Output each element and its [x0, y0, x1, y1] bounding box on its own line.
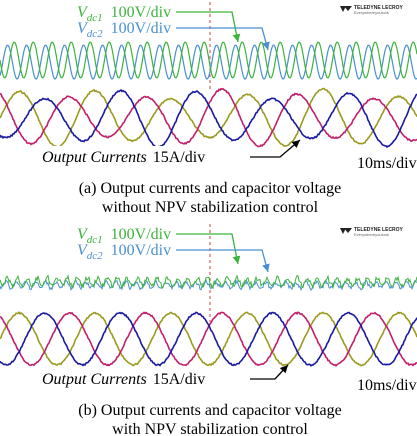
- timebase-label: 10ms/div: [357, 377, 417, 394]
- vdc1-scale: 100V/div: [111, 226, 171, 243]
- caption-line: (b) Output currents and capacitor voltag…: [78, 402, 341, 419]
- currents-label: Output Currents 15A/div: [42, 149, 205, 166]
- currents-name: Output Currents: [42, 371, 147, 388]
- vdc2-subscript: dc2: [87, 28, 103, 40]
- currents-scale: 15A/div: [153, 149, 205, 166]
- vdc2-subscript: dc2: [87, 250, 103, 262]
- currents-scale: 15A/div: [153, 371, 205, 388]
- figure: TELEDYNE LECROYEverywhereyoulookVdc1100V…: [0, 0, 417, 436]
- vdc1-subscript: dc1: [87, 234, 103, 246]
- vdc1-scale: 100V/div: [111, 4, 171, 21]
- caption-line: without NPV stabilization control: [102, 199, 319, 216]
- caption-line: (a) Output currents and capacitor voltag…: [79, 180, 342, 197]
- vdc2-scale: 100V/div: [111, 20, 171, 37]
- timebase-label: 10ms/div: [357, 155, 417, 172]
- vdc2-scale: 100V/div: [111, 242, 171, 259]
- brand-tagline: Everywhereyoulook: [354, 232, 389, 237]
- caption-line: with NPV stabilization control: [112, 421, 308, 436]
- brand-tagline: Everywhereyoulook: [354, 10, 389, 15]
- currents-name: Output Currents: [42, 149, 147, 166]
- vdc1-subscript: dc1: [87, 12, 103, 24]
- currents-label: Output Currents 15A/div: [42, 371, 205, 388]
